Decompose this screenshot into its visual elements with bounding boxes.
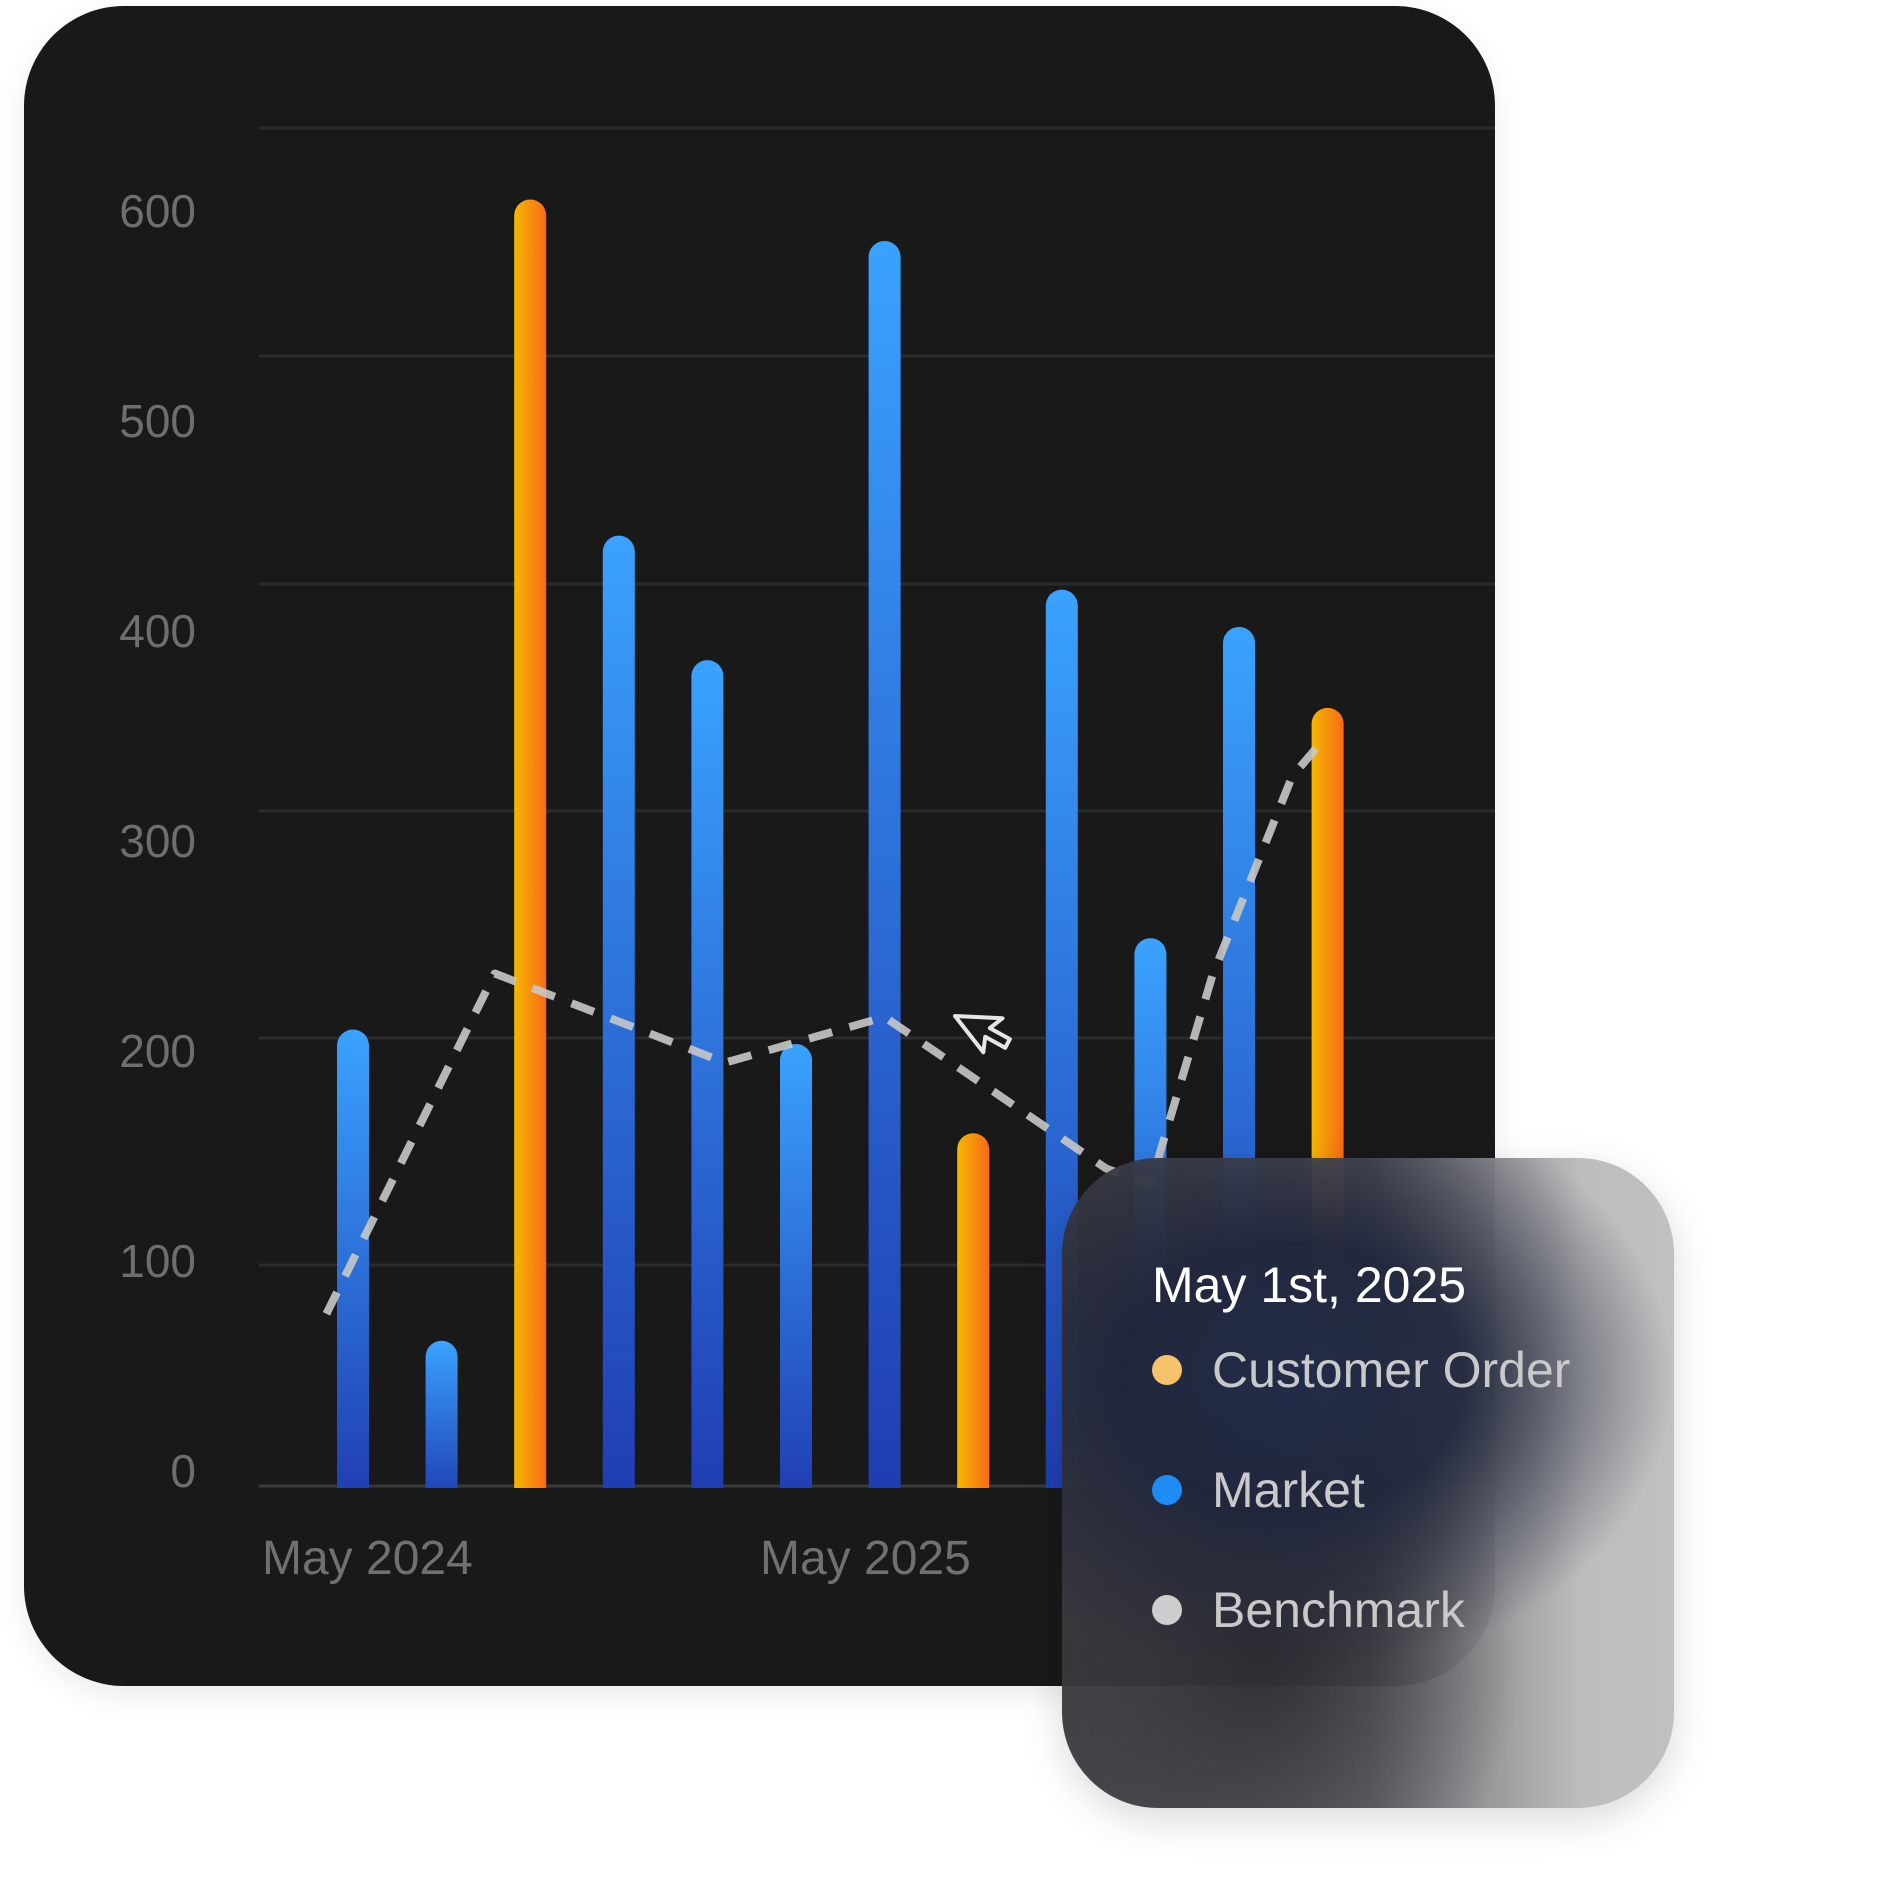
- chart-card: 0 100 200 300 400 500 600 May 2024 May 2025: [24, 6, 1495, 1686]
- benchmark-line-path: [322, 732, 1331, 1316]
- customer-order-bar: [514, 199, 547, 1504]
- market-bar: [425, 1340, 458, 1504]
- market-bar: [780, 1044, 812, 1504]
- legend-item-benchmark: Benchmark: [1152, 1580, 1465, 1640]
- tooltip-date: May 1st, 2025: [1152, 1257, 1467, 1313]
- chart-tooltip: May 1st, 2025 Customer Order Market Benc…: [1062, 1158, 1674, 1808]
- x-axis-labels: May 2024 May 2025: [262, 1532, 971, 1585]
- benchmark-dot: [1152, 1595, 1182, 1625]
- y-tick-label: 200: [119, 1025, 196, 1077]
- market-dot: [1152, 1475, 1182, 1505]
- legend-label-market: Market: [1212, 1462, 1365, 1518]
- y-tick-label: 100: [119, 1235, 196, 1287]
- legend-item-customer-order: Customer Order: [1152, 1340, 1570, 1400]
- customer-order-dot: [1152, 1355, 1182, 1385]
- y-tick-label: 400: [119, 605, 196, 657]
- legend-item-market: Market: [1152, 1460, 1365, 1520]
- customer-order-bar: [957, 1133, 990, 1504]
- legend-label-customer-order: Customer Order: [1212, 1342, 1571, 1398]
- legend-label-benchmark: Benchmark: [1212, 1582, 1465, 1638]
- x-tick-label: May 2025: [760, 1532, 971, 1585]
- benchmark-line: [322, 732, 1331, 1316]
- y-tick-label: 300: [119, 815, 196, 867]
- x-tick-label: May 2024: [262, 1532, 473, 1585]
- y-tick-label: 600: [119, 185, 196, 237]
- y-axis-ticks: 0 100 200 300 400 500 600: [119, 185, 196, 1497]
- market-bar: [868, 241, 901, 1504]
- pointer-arrow-icon: [953, 1014, 1012, 1055]
- y-tick-label: 0: [170, 1445, 196, 1497]
- market-bar: [691, 660, 724, 1504]
- y-tick-label: 500: [119, 395, 196, 447]
